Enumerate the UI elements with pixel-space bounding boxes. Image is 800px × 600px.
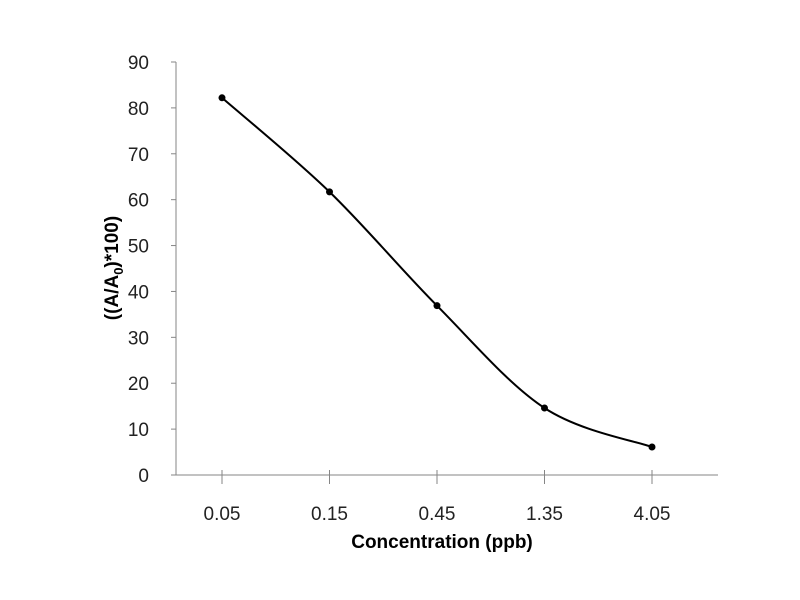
- x-tick-label: 4.05: [634, 504, 671, 525]
- y-tick-label: 10: [128, 420, 149, 441]
- y-tick-label: 30: [128, 328, 149, 349]
- x-axis-label: Concentration (ppb): [351, 532, 533, 553]
- data-point: [648, 443, 656, 451]
- y-tick-label: 0: [138, 466, 149, 487]
- x-tick-label: 1.35: [526, 504, 563, 525]
- data-point: [326, 188, 333, 196]
- y-tick-label: 70: [128, 145, 149, 166]
- y-tick-label: 60: [128, 191, 149, 212]
- data-point: [218, 94, 226, 102]
- y-tick-label: 90: [128, 53, 149, 74]
- y-axis-label: ((A/A0)*100): [102, 216, 126, 320]
- series-line: [221, 97, 653, 448]
- x-tick-label: 0.05: [204, 504, 241, 525]
- data-point: [433, 302, 441, 310]
- y-tick-label: 40: [128, 282, 149, 303]
- y-tick-label: 80: [128, 99, 149, 120]
- x-tick-label: 0.45: [419, 504, 456, 525]
- y-tick-label: 50: [128, 237, 149, 258]
- y-tick-label: 20: [128, 374, 149, 395]
- data-point: [541, 404, 548, 412]
- x-tick-label: 0.15: [311, 504, 348, 525]
